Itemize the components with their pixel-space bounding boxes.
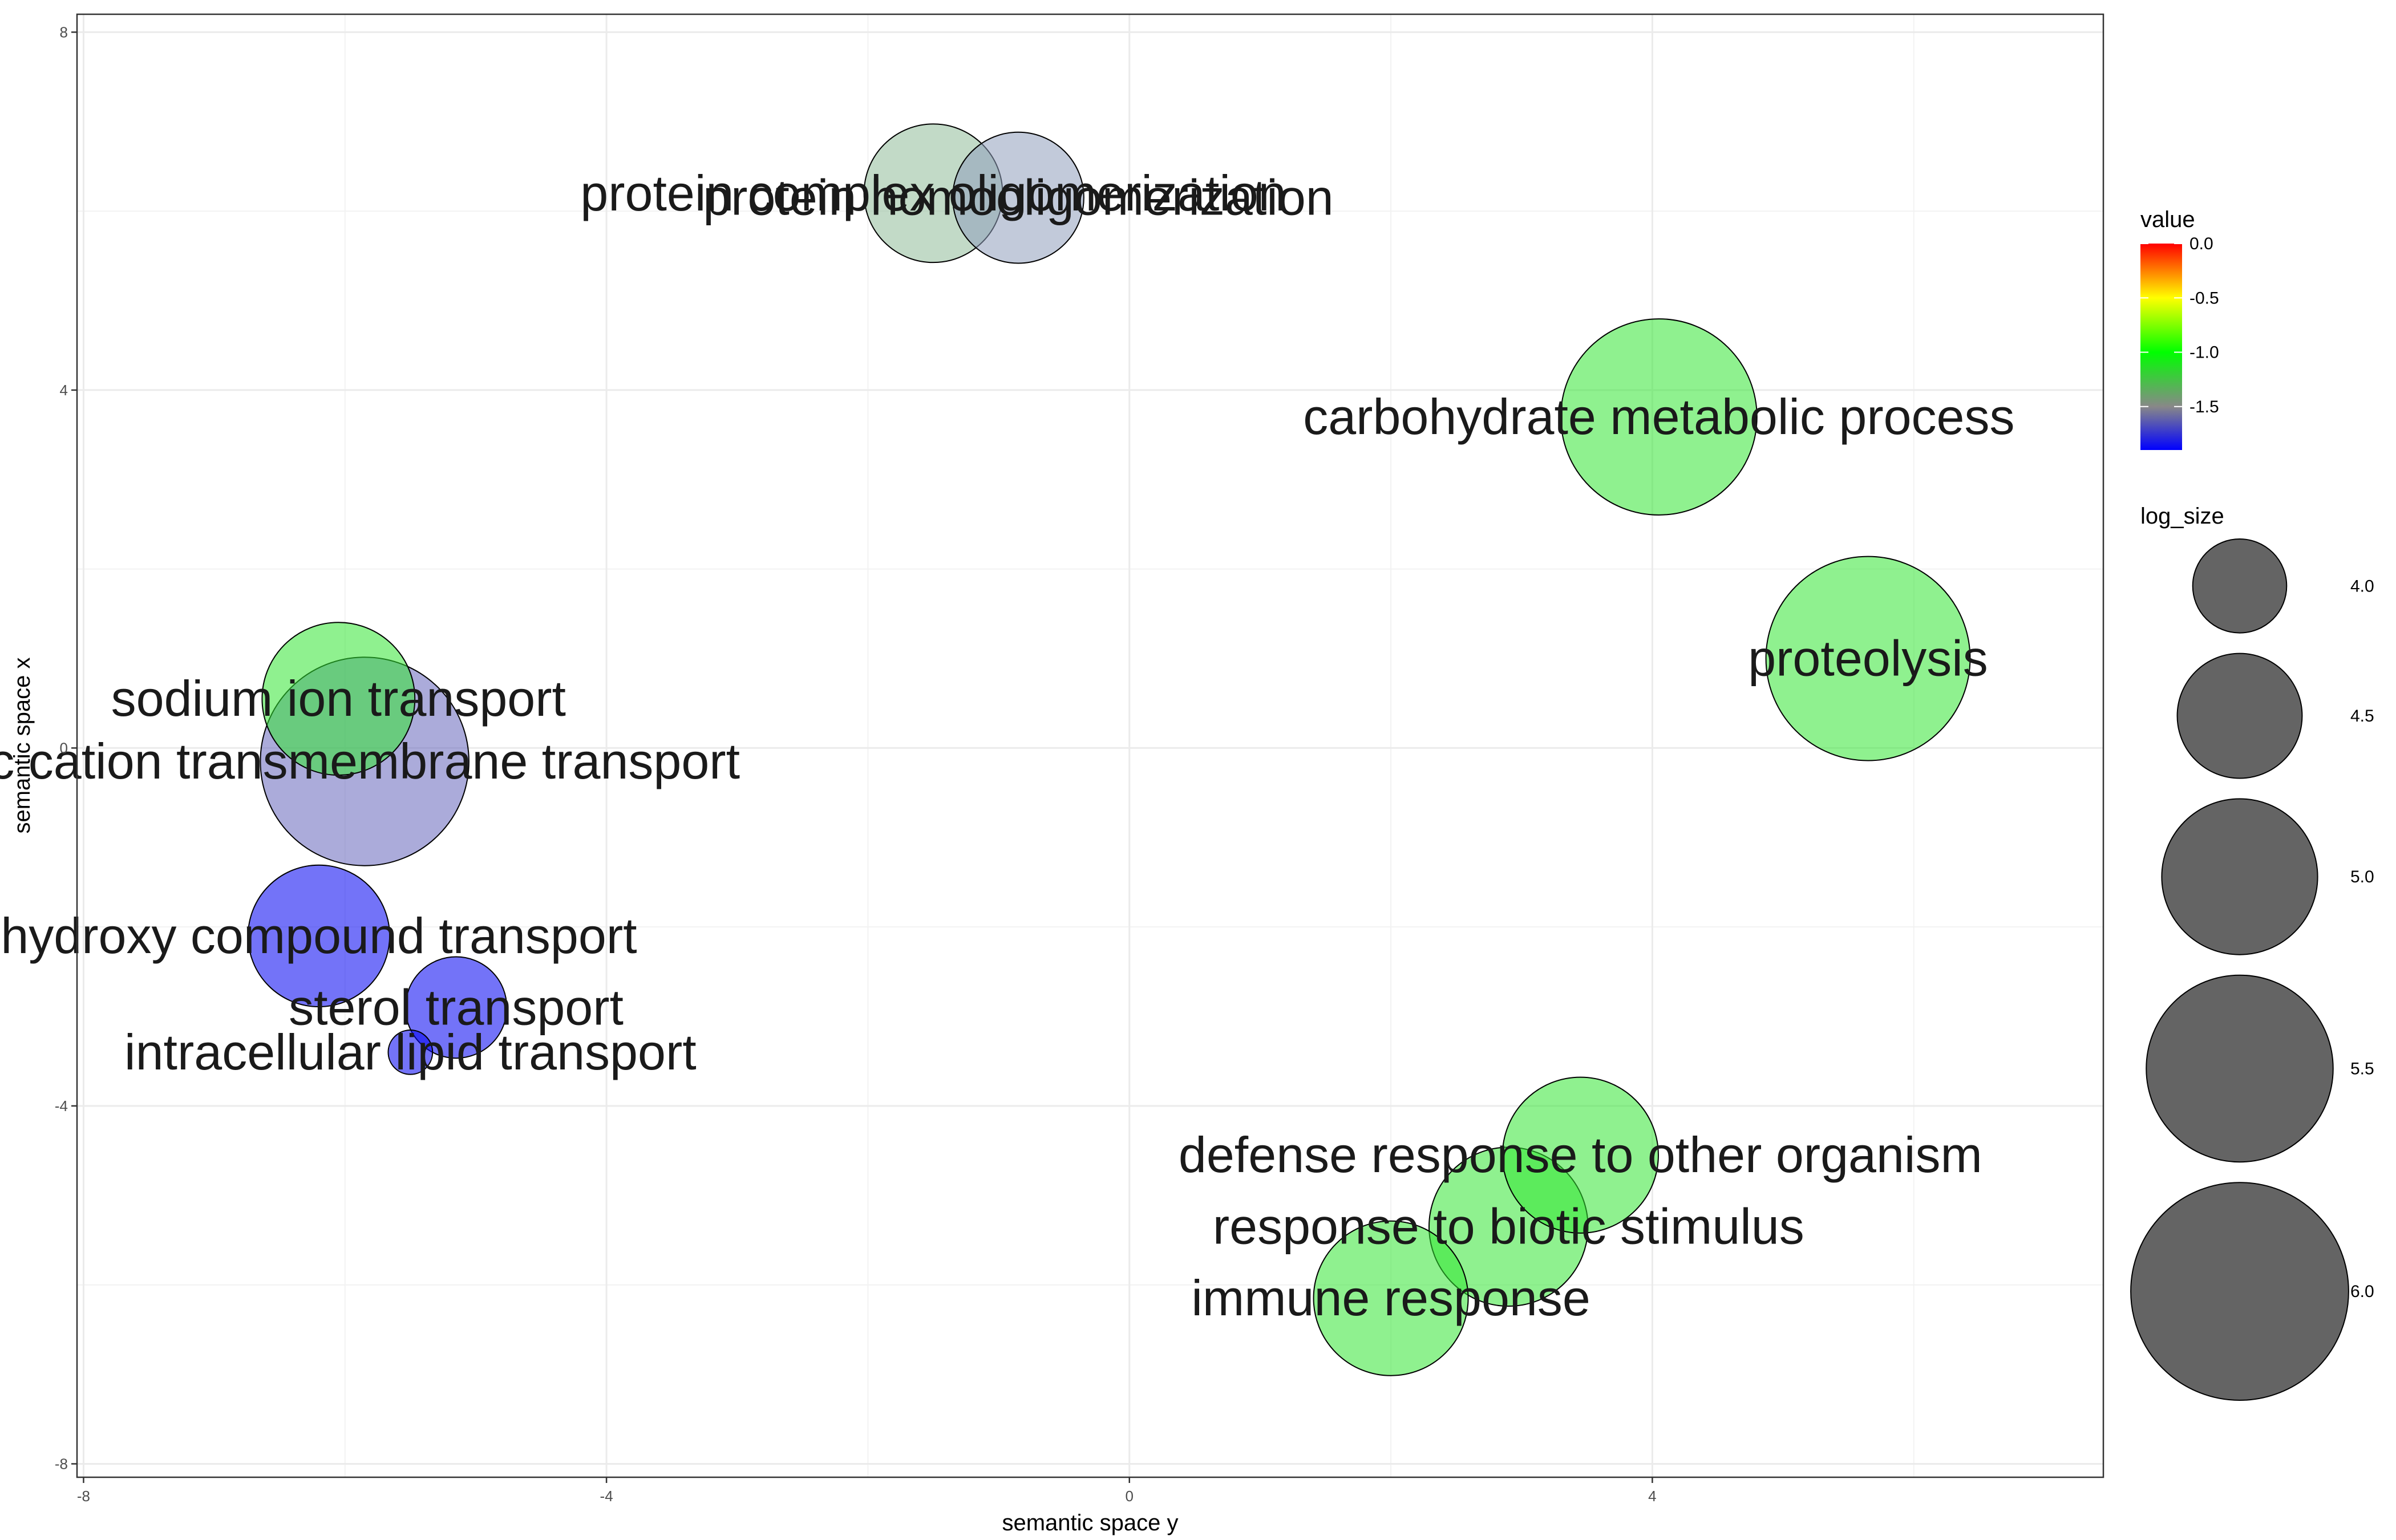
bubble [1560, 318, 1758, 516]
point-label: immune response [1191, 1270, 1590, 1326]
size-legend-keys: 4.0 4.5 5.0 5.5 6.0 [2130, 538, 2374, 1401]
x-axis-title: semantic space y [1002, 1510, 1178, 1535]
y-tick-label: 0 [60, 739, 68, 756]
bubble [1501, 1076, 1659, 1234]
point-label: protein homooligomerization [703, 169, 1334, 226]
colorbar-ticks: 0.0 -0.5 -1.0 -1.5 [2140, 234, 2219, 416]
size-legend-key [2130, 1182, 2349, 1401]
minor-gridlines [77, 14, 2103, 1477]
x-tick-label: -8 [77, 1488, 90, 1505]
y-tick-label: -4 [55, 1097, 68, 1115]
y-tick-label: 8 [60, 23, 68, 40]
bubble [1313, 1220, 1469, 1376]
color-legend-title: value [2140, 207, 2195, 232]
colorbar-label: -1.5 [2189, 398, 2219, 416]
size-legend-key [2176, 653, 2303, 779]
point-label: protein complex oligomerization [580, 165, 1286, 221]
bubble [247, 864, 391, 1007]
major-gridlines [77, 14, 2103, 1477]
colorbar-label: 0.0 [2189, 234, 2213, 253]
point-label: response to biotic stimulus [1213, 1198, 1804, 1255]
point-label: hydroxy compound transport [1, 907, 637, 964]
y-tick-label: 4 [60, 382, 68, 399]
colorbar-label: -1.0 [2189, 343, 2219, 362]
point-label: c cation transmembrane transport [0, 733, 740, 789]
bubble [952, 131, 1084, 264]
size-legend: log_size 4.0 4.5 5.0 5.5 6.0 [2130, 504, 2374, 1401]
bubble [387, 1029, 434, 1075]
color-legend: value 0.0 -0.5 -1.0 -1.5 [2140, 207, 2219, 450]
bubble-layer [247, 123, 1971, 1376]
bubble [261, 622, 416, 776]
point-label: sterol transport [289, 979, 624, 1035]
size-legend-key [2192, 538, 2288, 634]
size-legend-label: 4.0 [2350, 577, 2374, 595]
size-legend-key [2161, 798, 2318, 955]
point-label: sodium ion transport [111, 670, 566, 727]
x-tick-label: -4 [600, 1488, 613, 1505]
size-legend-label: 5.5 [2350, 1059, 2374, 1078]
plot-border [76, 13, 2104, 1478]
point-label: proteolysis [1748, 630, 1988, 687]
point-label: carbohydrate metabolic process [1303, 388, 2014, 445]
x-axis: -8 -4 0 4 [77, 1477, 1657, 1505]
size-legend-title: log_size [2140, 504, 2224, 529]
size-legend-label: 4.5 [2350, 707, 2374, 726]
size-legend-label: 6.0 [2350, 1282, 2374, 1301]
y-axis: -8 -4 0 4 8 [55, 23, 77, 1472]
size-legend-label: 5.0 [2350, 868, 2374, 886]
bubble [404, 956, 508, 1059]
y-axis-title: semantic space x [10, 657, 35, 833]
colorbar [2140, 244, 2182, 450]
colorbar-label: -0.5 [2189, 289, 2219, 307]
y-tick-label: -8 [55, 1455, 68, 1472]
x-tick-label: 4 [1648, 1488, 1656, 1505]
bubble [1765, 556, 1971, 761]
x-tick-label: 0 [1126, 1488, 1134, 1505]
point-label: defense response to other organism [1179, 1126, 1982, 1183]
size-legend-key [2146, 974, 2334, 1163]
point-label: intracellular lipid transport [124, 1024, 697, 1080]
